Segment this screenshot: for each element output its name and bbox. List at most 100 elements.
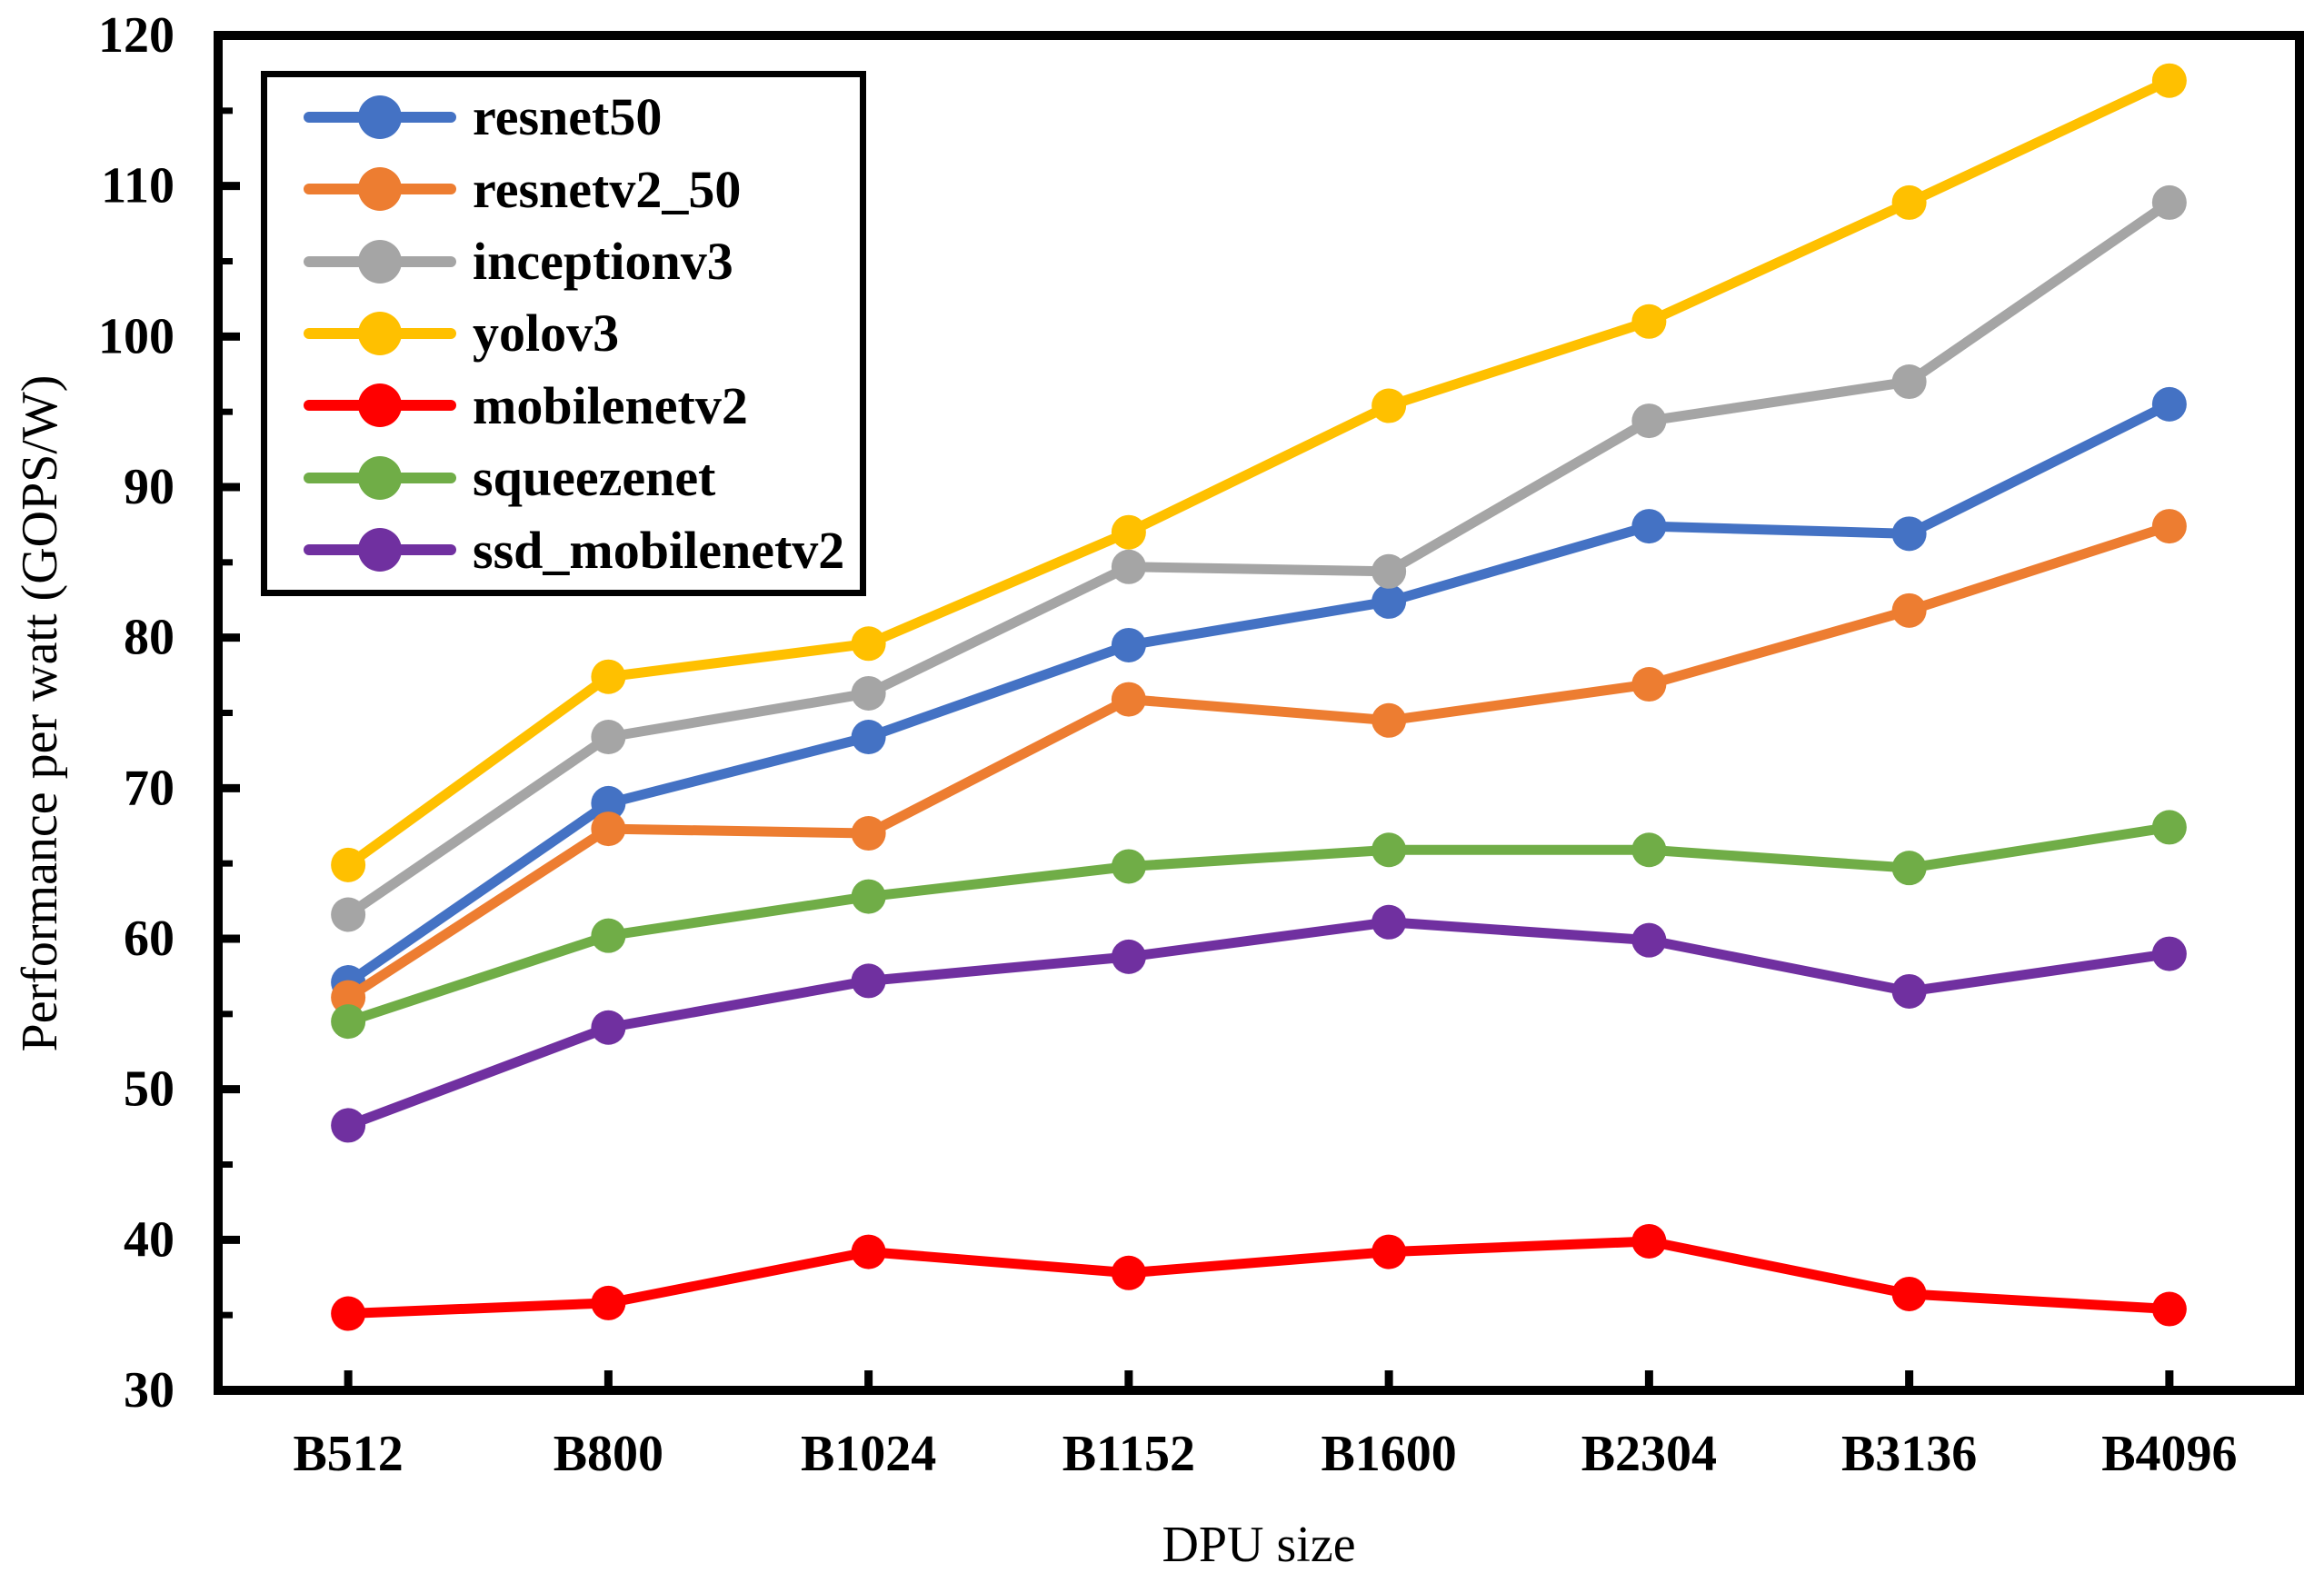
x-tick-label-B4096: B4096 bbox=[2101, 1426, 2237, 1482]
series-point-squeezenet-B800 bbox=[591, 918, 626, 953]
x-tick-label-B512: B512 bbox=[293, 1426, 403, 1482]
series-point-resnet50-B4096 bbox=[2151, 386, 2187, 422]
x-tick-label-B800: B800 bbox=[554, 1426, 663, 1482]
legend-marker-icon bbox=[304, 383, 456, 428]
x-tick-label-B1152: B1152 bbox=[1062, 1426, 1195, 1482]
series-point-inceptionv3-B2304 bbox=[1631, 403, 1667, 439]
series-point-ssd_mobilenetv2-B1152 bbox=[1111, 939, 1146, 974]
series-point-resnetv2_50-B4096 bbox=[2151, 509, 2187, 544]
series-point-ssd_mobilenetv2-B2304 bbox=[1631, 922, 1667, 958]
series-point-inceptionv3-B1024 bbox=[851, 675, 886, 711]
series-point-yolov3-B512 bbox=[331, 847, 366, 882]
legend-label: inceptionv3 bbox=[473, 232, 733, 292]
series-point-yolov3-B800 bbox=[591, 659, 626, 694]
series-point-ssd_mobilenetv2-B4096 bbox=[2151, 936, 2187, 971]
legend-item-resnet50: resnet50 bbox=[267, 82, 860, 153]
x-tick-label-B3136: B3136 bbox=[1841, 1426, 1977, 1482]
series-point-resnet50-B800 bbox=[591, 785, 626, 821]
series-point-squeezenet-B2304 bbox=[1631, 832, 1667, 868]
series-point-ssd_mobilenetv2-B512 bbox=[331, 1108, 366, 1143]
legend-dot-swatch bbox=[358, 528, 402, 572]
series-point-inceptionv3-B512 bbox=[331, 897, 366, 932]
legend-marker-icon bbox=[304, 95, 456, 139]
series-point-resnet50-B1024 bbox=[851, 720, 886, 755]
legend-dot-swatch bbox=[358, 455, 402, 500]
y-tick-label-40: 40 bbox=[124, 1211, 175, 1268]
series-point-ssd_mobilenetv2-B3136 bbox=[1891, 973, 1927, 1009]
series-line-squeezenet bbox=[343, 821, 2175, 1027]
legend-item-yolov3: yolov3 bbox=[267, 298, 860, 369]
legend-item-squeezenet: squeezenet bbox=[267, 443, 860, 513]
series-point-mobilenetv2-B2304 bbox=[1631, 1223, 1667, 1259]
y-tick-label-30: 30 bbox=[124, 1362, 175, 1419]
series-point-resnetv2_50-B3136 bbox=[1891, 592, 1927, 628]
legend-label: squeezenet bbox=[473, 448, 716, 508]
series-point-mobilenetv2-B1024 bbox=[851, 1234, 886, 1269]
y-tick-label-60: 60 bbox=[124, 911, 175, 967]
series-point-resnetv2_50-B1024 bbox=[851, 816, 886, 851]
series-point-resnet50-B1600 bbox=[1371, 583, 1407, 619]
y-tick-label-120: 120 bbox=[98, 7, 175, 64]
series-point-yolov3-B2304 bbox=[1631, 304, 1667, 339]
legend-marker-icon bbox=[304, 528, 456, 572]
series-point-resnetv2_50-B1600 bbox=[1371, 702, 1407, 738]
series-point-resnet50-B1152 bbox=[1111, 627, 1146, 662]
series-point-inceptionv3-B3136 bbox=[1891, 364, 1927, 400]
series-point-yolov3-B1600 bbox=[1371, 388, 1407, 423]
legend-marker-icon bbox=[304, 239, 456, 284]
series-line-ssd_mobilenetv2 bbox=[343, 917, 2175, 1130]
y-tick-label-80: 80 bbox=[124, 610, 175, 666]
series-point-mobilenetv2-B1600 bbox=[1371, 1234, 1407, 1269]
legend-marker-icon bbox=[304, 455, 456, 500]
series-line-resnet50 bbox=[343, 399, 2175, 988]
series-point-ssd_mobilenetv2-B1024 bbox=[851, 963, 886, 999]
legend-dot-swatch bbox=[358, 383, 402, 428]
series-point-yolov3-B1024 bbox=[851, 626, 886, 662]
series-point-squeezenet-B4096 bbox=[2151, 810, 2187, 845]
series-point-squeezenet-B1600 bbox=[1371, 832, 1407, 868]
legend-label: ssd_mobilenetv2 bbox=[473, 520, 845, 580]
legend-marker-icon bbox=[304, 311, 456, 355]
series-point-ssd_mobilenetv2-B1600 bbox=[1371, 904, 1407, 940]
series-point-resnetv2_50-B2304 bbox=[1631, 667, 1667, 702]
series-point-mobilenetv2-B3136 bbox=[1891, 1276, 1927, 1311]
legend-item-resnetv2_50: resnetv2_50 bbox=[267, 154, 860, 224]
legend-label: resnetv2_50 bbox=[473, 159, 742, 219]
series-point-inceptionv3-B800 bbox=[591, 720, 626, 755]
series-point-resnet50-B2304 bbox=[1631, 509, 1667, 544]
series-point-resnetv2_50-B512 bbox=[331, 980, 366, 1015]
series-line-yolov3 bbox=[343, 75, 2175, 871]
y-tick-label-50: 50 bbox=[124, 1061, 175, 1118]
series-point-ssd_mobilenetv2-B800 bbox=[591, 1010, 626, 1045]
series-point-inceptionv3-B1600 bbox=[1371, 553, 1407, 589]
series-point-resnetv2_50-B800 bbox=[591, 811, 626, 847]
x-axis-title: DPU size bbox=[1162, 1517, 1356, 1573]
series-point-yolov3-B1152 bbox=[1111, 514, 1146, 550]
legend-item-ssd_mobilenetv2: ssd_mobilenetv2 bbox=[267, 514, 860, 585]
series-point-mobilenetv2-B4096 bbox=[2151, 1291, 2187, 1327]
series-point-mobilenetv2-B800 bbox=[591, 1285, 626, 1320]
series-point-inceptionv3-B4096 bbox=[2151, 184, 2187, 220]
series-point-squeezenet-B1024 bbox=[851, 879, 886, 914]
y-tick-label-110: 110 bbox=[101, 158, 175, 214]
x-tick-label-B1024: B1024 bbox=[801, 1426, 936, 1482]
y-tick-label-100: 100 bbox=[98, 308, 175, 364]
series-point-squeezenet-B3136 bbox=[1891, 851, 1927, 886]
series-point-squeezenet-B1152 bbox=[1111, 849, 1146, 884]
y-axis-title: Performance per watt (GOPS/W) bbox=[12, 374, 68, 1052]
series-line-inceptionv3 bbox=[343, 197, 2175, 920]
series-point-inceptionv3-B1152 bbox=[1111, 549, 1146, 584]
series-point-resnet50-B3136 bbox=[1891, 516, 1927, 552]
y-tick-label-70: 70 bbox=[124, 760, 175, 816]
series-point-yolov3-B3136 bbox=[1891, 184, 1927, 220]
series-point-squeezenet-B512 bbox=[331, 1004, 366, 1040]
legend-label: mobilenetv2 bbox=[473, 375, 748, 435]
legend-dot-swatch bbox=[358, 311, 402, 355]
series-line-resnetv2_50 bbox=[343, 521, 2175, 1003]
legend-item-inceptionv3: inceptionv3 bbox=[267, 226, 860, 297]
legend: resnet50 resnetv2_50 inceptionv3 yolov3 mobi… bbox=[261, 71, 866, 596]
legend-label: resnet50 bbox=[473, 87, 663, 147]
legend-item-mobilenetv2: mobilenetv2 bbox=[267, 370, 860, 441]
